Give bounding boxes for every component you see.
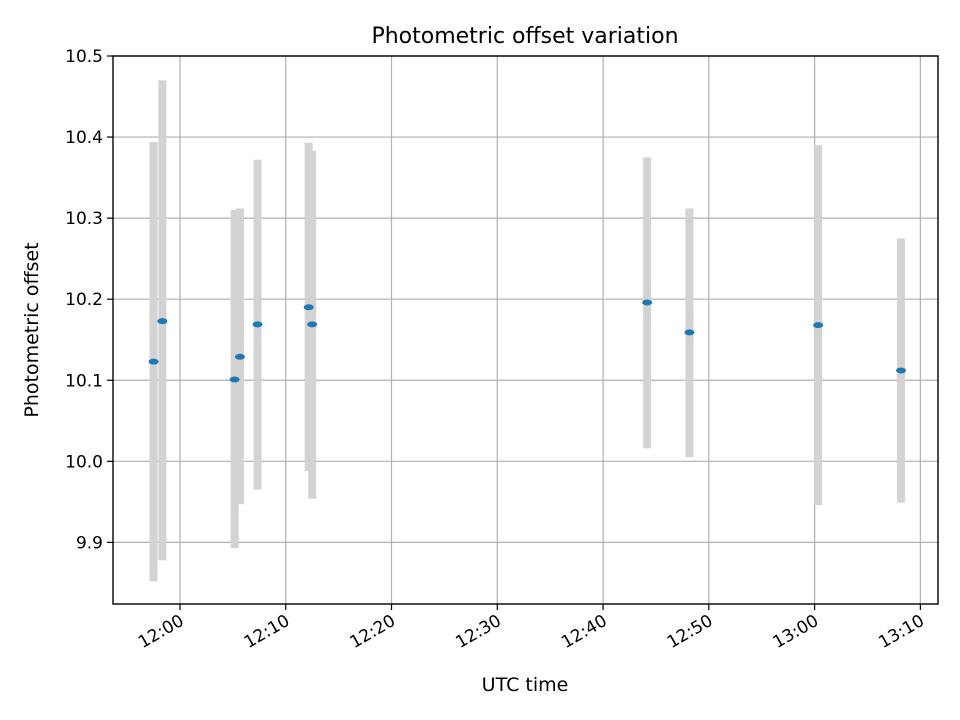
x-tick-label: 12:30: [452, 611, 504, 653]
y-tick-label: 10.1: [65, 371, 103, 391]
data-point: [303, 304, 314, 311]
x-tick-label: 12:00: [135, 611, 187, 653]
plot-frame: [112, 55, 939, 605]
data-point: [642, 299, 653, 306]
data-point: [684, 329, 695, 336]
tick-layer: 9.9 10.0 10.1 10.2 10.3 10.4 10.5 12:00 12:10 12:…: [65, 47, 928, 653]
errorbar-layer: [149, 80, 905, 582]
data-point: [229, 376, 240, 383]
y-tick-label: 9.9: [76, 533, 103, 553]
y-tick-label: 10.3: [65, 209, 103, 229]
data-point: [234, 353, 245, 360]
x-tick-label: 12:20: [347, 611, 399, 653]
data-point: [813, 322, 824, 329]
data-point: [148, 358, 159, 365]
x-tick-label: 12:40: [558, 611, 610, 653]
y-tick-label: 10.5: [65, 47, 103, 67]
chart-title: Photometric offset variation: [371, 24, 678, 49]
y-tick-label: 10.2: [65, 290, 103, 310]
data-point: [157, 318, 168, 325]
x-tick-label: 12:10: [241, 611, 293, 653]
y-tick-label: 10.0: [65, 452, 103, 472]
data-point: [895, 367, 906, 374]
x-tick-label: 13:00: [770, 611, 822, 653]
y-axis-label: Photometric offset: [21, 242, 43, 417]
data-point: [252, 321, 263, 328]
x-tick-label: 13:10: [875, 611, 927, 653]
y-tick-label: 10.4: [65, 128, 103, 148]
marker-layer: [148, 299, 906, 383]
data-point: [307, 321, 318, 328]
x-axis-label: UTC time: [482, 674, 569, 696]
x-tick-label: 12:50: [664, 611, 716, 653]
